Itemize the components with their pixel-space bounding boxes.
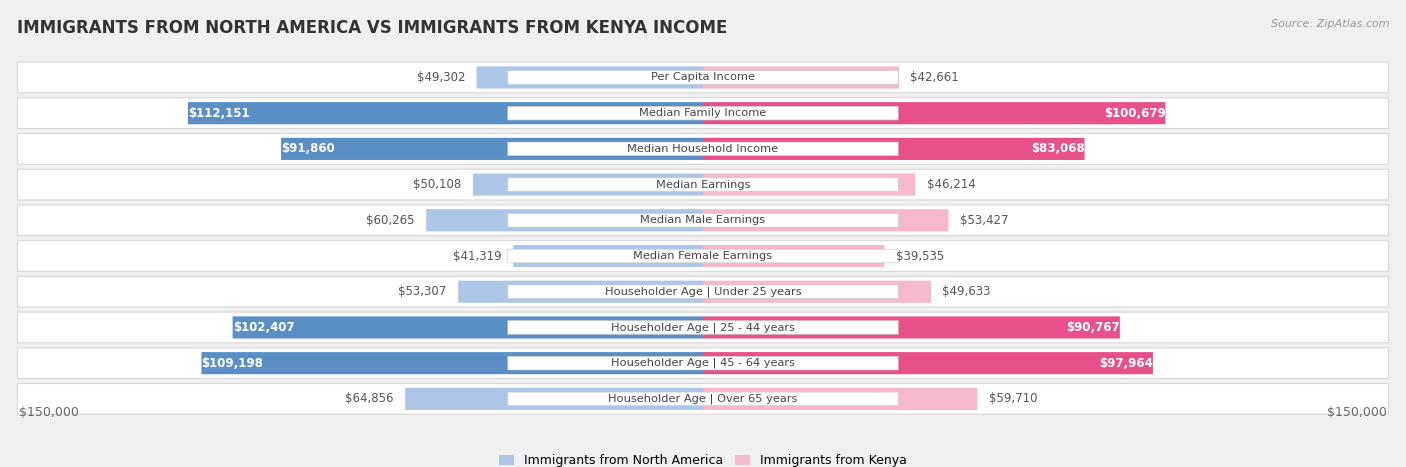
Text: Householder Age | Under 25 years: Householder Age | Under 25 years <box>605 286 801 297</box>
Text: $49,633: $49,633 <box>942 285 991 298</box>
FancyBboxPatch shape <box>508 285 898 298</box>
Text: $39,535: $39,535 <box>896 249 945 262</box>
FancyBboxPatch shape <box>17 205 1389 236</box>
FancyBboxPatch shape <box>232 316 703 339</box>
Text: Source: ZipAtlas.com: Source: ZipAtlas.com <box>1271 19 1389 28</box>
FancyBboxPatch shape <box>508 321 898 334</box>
FancyBboxPatch shape <box>17 348 1389 379</box>
FancyBboxPatch shape <box>17 62 1389 93</box>
Text: Median Female Earnings: Median Female Earnings <box>634 251 772 261</box>
Text: $50,108: $50,108 <box>413 178 461 191</box>
FancyBboxPatch shape <box>508 71 898 84</box>
Text: $59,710: $59,710 <box>988 392 1038 405</box>
Text: Median Earnings: Median Earnings <box>655 180 751 190</box>
FancyBboxPatch shape <box>426 209 703 231</box>
Text: $64,856: $64,856 <box>344 392 394 405</box>
Text: $91,860: $91,860 <box>281 142 335 156</box>
Text: Householder Age | Over 65 years: Householder Age | Over 65 years <box>609 394 797 404</box>
FancyBboxPatch shape <box>508 249 898 263</box>
Text: $112,151: $112,151 <box>188 106 249 120</box>
FancyBboxPatch shape <box>508 213 898 227</box>
FancyBboxPatch shape <box>17 98 1389 128</box>
FancyBboxPatch shape <box>17 169 1389 200</box>
Legend: Immigrants from North America, Immigrants from Kenya: Immigrants from North America, Immigrant… <box>494 449 912 467</box>
FancyBboxPatch shape <box>703 66 898 89</box>
FancyBboxPatch shape <box>703 316 1121 339</box>
Text: Per Capita Income: Per Capita Income <box>651 72 755 83</box>
FancyBboxPatch shape <box>17 276 1389 307</box>
FancyBboxPatch shape <box>513 245 703 267</box>
Text: IMMIGRANTS FROM NORTH AMERICA VS IMMIGRANTS FROM KENYA INCOME: IMMIGRANTS FROM NORTH AMERICA VS IMMIGRA… <box>17 19 727 37</box>
FancyBboxPatch shape <box>703 352 1153 374</box>
Text: Median Household Income: Median Household Income <box>627 144 779 154</box>
FancyBboxPatch shape <box>508 106 898 120</box>
Text: $109,198: $109,198 <box>201 357 263 370</box>
Text: $102,407: $102,407 <box>232 321 294 334</box>
Text: $60,265: $60,265 <box>366 214 415 227</box>
FancyBboxPatch shape <box>188 102 703 124</box>
FancyBboxPatch shape <box>405 388 703 410</box>
Text: Householder Age | 25 - 44 years: Householder Age | 25 - 44 years <box>612 322 794 333</box>
FancyBboxPatch shape <box>508 142 898 156</box>
Text: $90,767: $90,767 <box>1066 321 1121 334</box>
FancyBboxPatch shape <box>201 352 703 374</box>
FancyBboxPatch shape <box>703 102 1166 124</box>
FancyBboxPatch shape <box>17 383 1389 414</box>
Text: Householder Age | 45 - 64 years: Householder Age | 45 - 64 years <box>612 358 794 368</box>
FancyBboxPatch shape <box>703 281 931 303</box>
FancyBboxPatch shape <box>703 388 977 410</box>
Text: Median Family Income: Median Family Income <box>640 108 766 118</box>
Text: $46,214: $46,214 <box>927 178 976 191</box>
Text: $97,964: $97,964 <box>1099 357 1153 370</box>
FancyBboxPatch shape <box>281 138 703 160</box>
Text: Median Male Earnings: Median Male Earnings <box>641 215 765 225</box>
FancyBboxPatch shape <box>458 281 703 303</box>
FancyBboxPatch shape <box>703 138 1084 160</box>
Text: $42,661: $42,661 <box>911 71 959 84</box>
Text: $150,000: $150,000 <box>1327 405 1388 418</box>
Text: $83,068: $83,068 <box>1031 142 1084 156</box>
FancyBboxPatch shape <box>703 209 949 231</box>
Text: $53,427: $53,427 <box>960 214 1008 227</box>
Text: $53,307: $53,307 <box>398 285 447 298</box>
FancyBboxPatch shape <box>508 356 898 370</box>
FancyBboxPatch shape <box>703 245 884 267</box>
Text: $49,302: $49,302 <box>416 71 465 84</box>
FancyBboxPatch shape <box>508 178 898 191</box>
FancyBboxPatch shape <box>472 174 703 196</box>
FancyBboxPatch shape <box>703 174 915 196</box>
FancyBboxPatch shape <box>17 312 1389 343</box>
FancyBboxPatch shape <box>17 241 1389 271</box>
FancyBboxPatch shape <box>17 134 1389 164</box>
FancyBboxPatch shape <box>508 392 898 406</box>
Text: $150,000: $150,000 <box>18 405 79 418</box>
Text: $100,679: $100,679 <box>1104 106 1166 120</box>
FancyBboxPatch shape <box>477 66 703 89</box>
Text: $41,319: $41,319 <box>453 249 502 262</box>
